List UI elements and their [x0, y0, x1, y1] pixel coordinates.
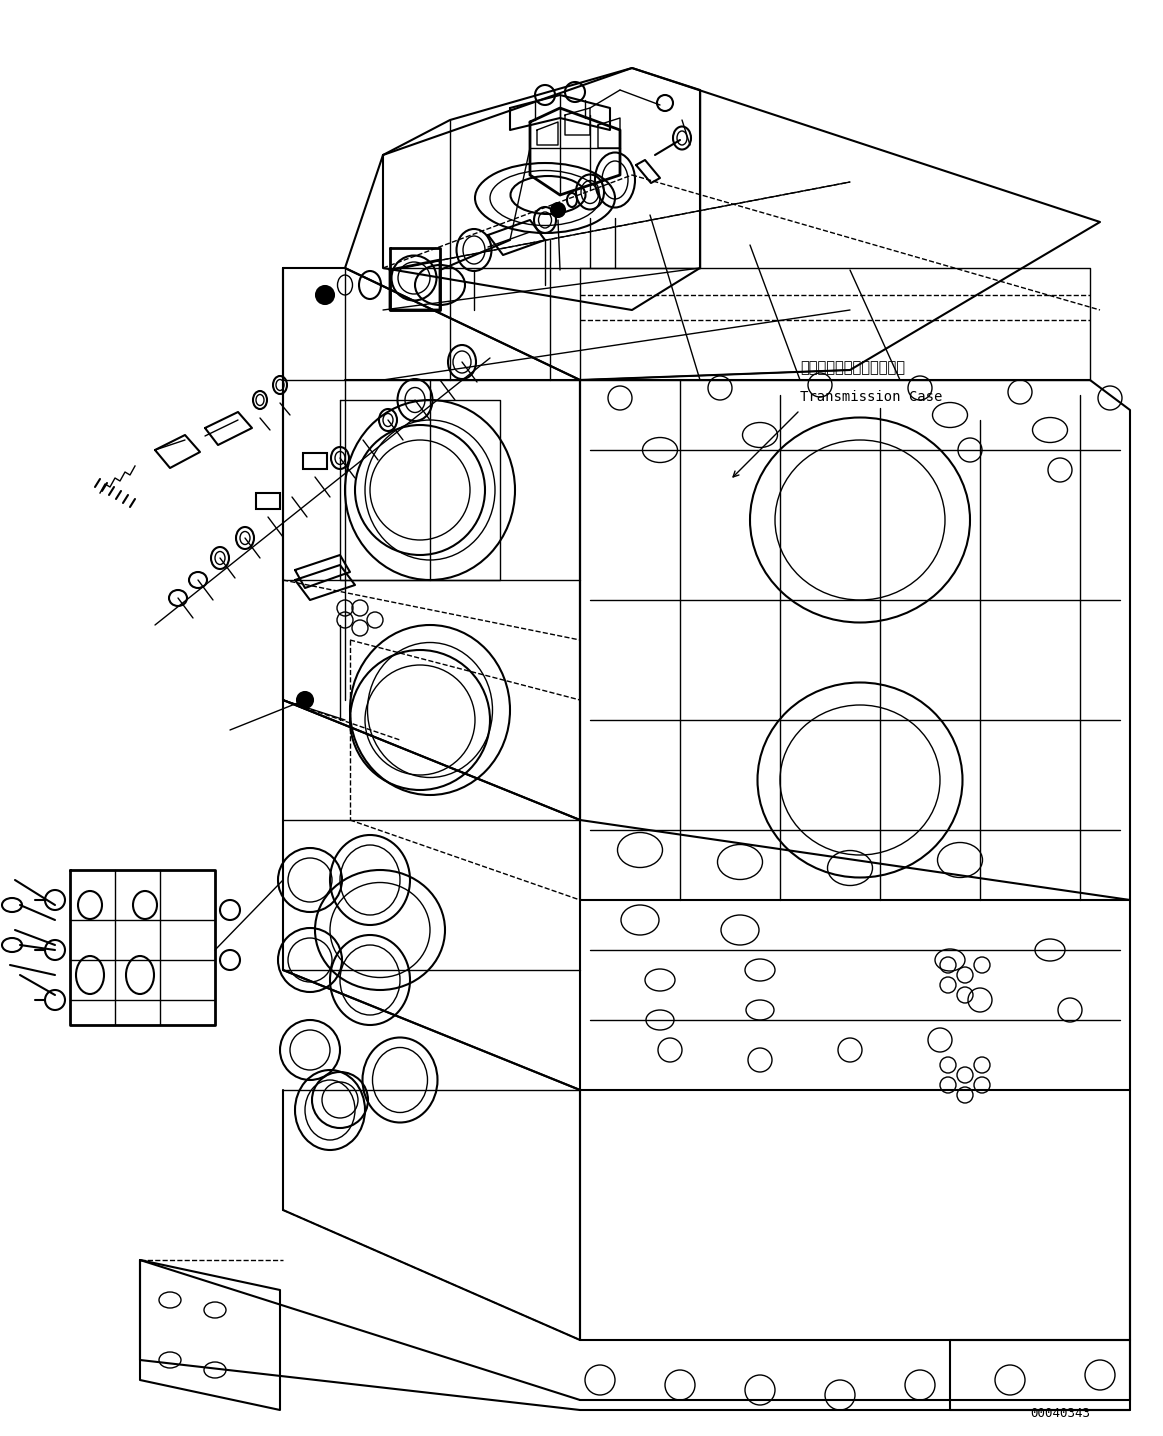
Bar: [304, 452, 327, 470]
Circle shape: [316, 286, 334, 304]
Bar: [256, 493, 280, 508]
Circle shape: [297, 692, 313, 708]
Text: 00040343: 00040343: [1030, 1407, 1090, 1420]
Text: トランスミッションケース: トランスミッションケース: [800, 360, 905, 375]
Circle shape: [551, 202, 565, 217]
Text: Transmission Case: Transmission Case: [800, 391, 942, 404]
